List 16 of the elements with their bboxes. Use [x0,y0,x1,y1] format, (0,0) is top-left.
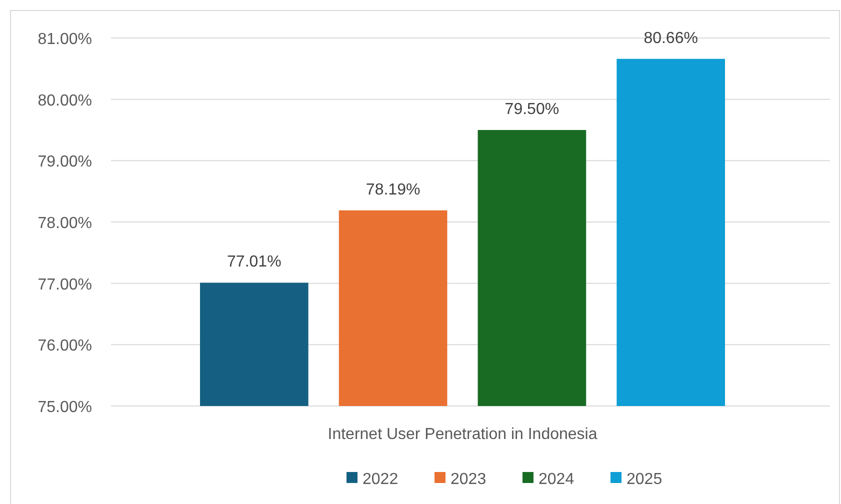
y-tick-label: 80.00% [38,92,92,110]
legend-label: 2025 [626,471,662,488]
data-label: 79.50% [504,101,560,118]
x-tick-label: Internet User Penetration in Indonesia [328,426,598,443]
y-tick-label: 79.00% [38,154,92,171]
legend-label: 2023 [450,471,486,488]
data-label: 80.66% [644,30,698,47]
y-tick-label: 77.00% [38,276,92,294]
y-tick-label: 78.00% [38,215,92,232]
legend-label: 2024 [538,471,574,488]
y-tick-label: 81.00% [38,31,92,48]
legend-label: 2022 [362,471,398,488]
y-tick-label: 75.00% [38,399,92,416]
y-tick-label: 76.00% [38,338,92,355]
data-label: 77.01% [227,254,282,271]
data-label: 78.19% [366,181,420,198]
